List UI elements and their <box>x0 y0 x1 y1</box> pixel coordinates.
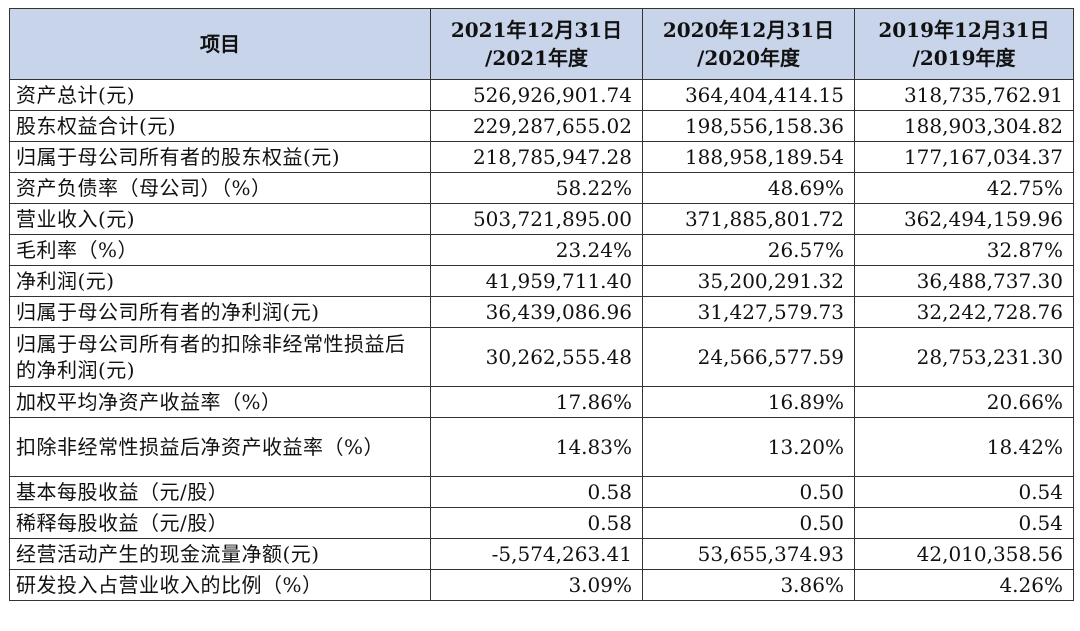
table-header-row: 项目 2021年12月31日/2021年度 2020年12月31日/2020年度… <box>9 8 1074 80</box>
row-label: 归属于母公司所有者的净利润(元) <box>9 296 431 328</box>
value-2020: 35,200,291.32 <box>642 265 855 297</box>
table-row: 归属于母公司所有者的净利润(元) 36,439,086.96 31,427,57… <box>9 296 1074 328</box>
table-row: 毛利率（%） 23.24% 26.57% 32.87% <box>9 234 1074 266</box>
row-label: 资产总计(元) <box>9 79 431 111</box>
value-2020: 371,885,801.72 <box>642 203 855 235</box>
table-row: 股东权益合计(元) 229,287,655.02 198,556,158.36 … <box>9 110 1074 142</box>
header-2019: 2019年12月31日/2019年度 <box>854 8 1074 80</box>
row-label: 营业收入(元) <box>9 203 431 235</box>
row-label: 毛利率（%） <box>9 234 431 266</box>
financial-table-container: 项目 2021年12月31日/2021年度 2020年12月31日/2020年度… <box>9 8 1074 601</box>
row-label: 研发投入占营业收入的比例（%） <box>9 569 431 601</box>
value-2020: 3.86% <box>642 569 855 601</box>
value-2021: 0.58 <box>430 476 643 508</box>
value-2019: 362,494,159.96 <box>854 203 1074 235</box>
row-label: 股东权益合计(元) <box>9 110 431 142</box>
table-row: 稀释每股收益（元/股） 0.58 0.50 0.54 <box>9 507 1074 539</box>
value-2021: 229,287,655.02 <box>430 110 643 142</box>
value-2019: 18.42% <box>854 417 1074 477</box>
value-2019: 42,010,358.56 <box>854 538 1074 570</box>
value-2021: 14.83% <box>430 417 643 477</box>
table-row: 归属于母公司所有者的股东权益(元) 218,785,947.28 188,958… <box>9 141 1074 173</box>
value-2020: 0.50 <box>642 507 855 539</box>
value-2020: 364,404,414.15 <box>642 79 855 111</box>
value-2019: 20.66% <box>854 386 1074 418</box>
table-row: 扣除非经常性损益后净资产收益率（%） 14.83% 13.20% 18.42% <box>9 417 1074 477</box>
value-2020: 53,655,374.93 <box>642 538 855 570</box>
row-label: 扣除非经常性损益后净资产收益率（%） <box>9 417 431 477</box>
value-2020: 26.57% <box>642 234 855 266</box>
value-2020: 48.69% <box>642 172 855 204</box>
value-2020: 16.89% <box>642 386 855 418</box>
row-label: 资产负债率（母公司）（%） <box>9 172 431 204</box>
table-row: 资产总计(元) 526,926,901.74 364,404,414.15 31… <box>9 79 1074 111</box>
table-row: 研发投入占营业收入的比例（%） 3.09% 3.86% 4.26% <box>9 569 1074 601</box>
value-2021: 0.58 <box>430 507 643 539</box>
financial-indicators-table: 项目 2021年12月31日/2021年度 2020年12月31日/2020年度… <box>9 8 1074 601</box>
header-2020: 2020年12月31日/2020年度 <box>642 8 855 80</box>
row-label: 归属于母公司所有者的股东权益(元) <box>9 141 431 173</box>
table-row: 营业收入(元) 503,721,895.00 371,885,801.72 36… <box>9 203 1074 235</box>
value-2019: 188,903,304.82 <box>854 110 1074 142</box>
value-2021: 3.09% <box>430 569 643 601</box>
value-2021: 58.22% <box>430 172 643 204</box>
value-2021: 41,959,711.40 <box>430 265 643 297</box>
table-row: 资产负债率（母公司）（%） 58.22% 48.69% 42.75% <box>9 172 1074 204</box>
value-2020: 198,556,158.36 <box>642 110 855 142</box>
value-2021: -5,574,263.41 <box>430 538 643 570</box>
value-2020: 24,566,577.59 <box>642 327 855 387</box>
value-2019: 177,167,034.37 <box>854 141 1074 173</box>
value-2020: 31,427,579.73 <box>642 296 855 328</box>
row-label: 基本每股收益（元/股） <box>9 476 431 508</box>
value-2021: 526,926,901.74 <box>430 79 643 111</box>
row-label: 净利润(元) <box>9 265 431 297</box>
value-2019: 0.54 <box>854 476 1074 508</box>
value-2020: 13.20% <box>642 417 855 477</box>
value-2021: 36,439,086.96 <box>430 296 643 328</box>
value-2021: 30,262,555.48 <box>430 327 643 387</box>
value-2019: 32,242,728.76 <box>854 296 1074 328</box>
value-2019: 0.54 <box>854 507 1074 539</box>
header-2021: 2021年12月31日/2021年度 <box>430 8 643 80</box>
table-row: 归属于母公司所有者的扣除非经常性损益后的净利润(元) 30,262,555.48… <box>9 327 1074 387</box>
row-label: 稀释每股收益（元/股） <box>9 507 431 539</box>
row-label: 经营活动产生的现金流量净额(元) <box>9 538 431 570</box>
table-row: 经营活动产生的现金流量净额(元) -5,574,263.41 53,655,37… <box>9 538 1074 570</box>
value-2020: 0.50 <box>642 476 855 508</box>
table-row: 净利润(元) 41,959,711.40 35,200,291.32 36,48… <box>9 265 1074 297</box>
value-2021: 23.24% <box>430 234 643 266</box>
value-2021: 218,785,947.28 <box>430 141 643 173</box>
value-2019: 318,735,762.91 <box>854 79 1074 111</box>
value-2019: 36,488,737.30 <box>854 265 1074 297</box>
value-2019: 4.26% <box>854 569 1074 601</box>
row-label: 加权平均净资产收益率（%） <box>9 386 431 418</box>
value-2019: 42.75% <box>854 172 1074 204</box>
value-2021: 503,721,895.00 <box>430 203 643 235</box>
value-2019: 32.87% <box>854 234 1074 266</box>
table-row: 加权平均净资产收益率（%） 17.86% 16.89% 20.66% <box>9 386 1074 418</box>
header-item: 项目 <box>9 8 431 80</box>
value-2021: 17.86% <box>430 386 643 418</box>
value-2019: 28,753,231.30 <box>854 327 1074 387</box>
value-2020: 188,958,189.54 <box>642 141 855 173</box>
table-row: 基本每股收益（元/股） 0.58 0.50 0.54 <box>9 476 1074 508</box>
row-label: 归属于母公司所有者的扣除非经常性损益后的净利润(元) <box>9 327 431 387</box>
